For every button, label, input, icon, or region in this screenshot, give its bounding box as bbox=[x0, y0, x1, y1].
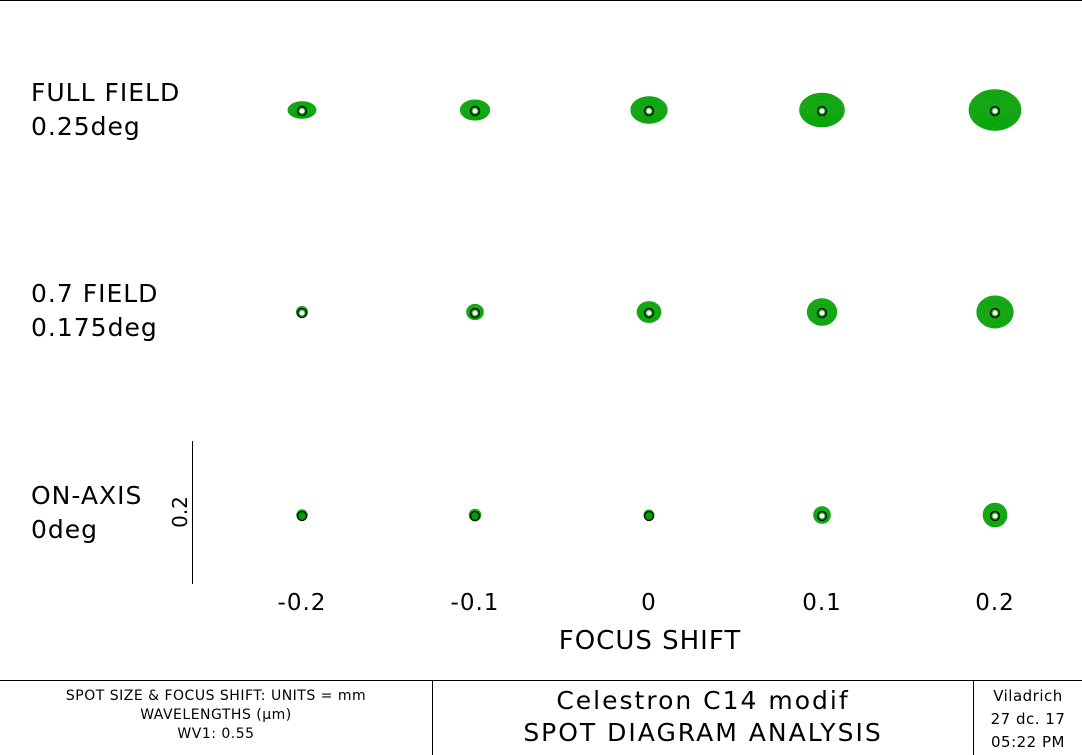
spot-diagram bbox=[636, 301, 662, 323]
date-text: 27 dc. 17 bbox=[990, 710, 1066, 728]
focus-shift-label: 0.2 bbox=[975, 590, 1015, 616]
row-label-line2: 0deg bbox=[31, 515, 99, 544]
row-label-line2: 0.175deg bbox=[31, 313, 158, 342]
row-label-07-field: 0.7 FIELD 0.175deg bbox=[31, 277, 158, 345]
focus-shift-label: -0.1 bbox=[450, 590, 500, 616]
row-label-full-field: FULL FIELD 0.25deg bbox=[31, 76, 180, 144]
wavelengths-text: WAVELENGTHS (μm) bbox=[140, 707, 292, 723]
row-label-line1: ON-AXIS bbox=[31, 481, 143, 510]
title-block: SPOT SIZE & FOCUS SHIFT: UNITS = mm WAVE… bbox=[0, 680, 1082, 755]
spot-diagram bbox=[468, 508, 482, 522]
spot-diagram bbox=[295, 305, 308, 319]
row-label-line1: 0.7 FIELD bbox=[31, 279, 159, 308]
wavelength-value: WV1: 0.55 bbox=[177, 726, 255, 742]
spot-diagram bbox=[643, 509, 655, 522]
title-panel: Celestron C14 modif SPOT DIAGRAM ANALYSI… bbox=[433, 681, 974, 755]
spot-diagram bbox=[287, 101, 317, 119]
spot-diagram bbox=[799, 92, 845, 128]
author-panel: Viladrich 27 dc. 17 05:22 PM bbox=[974, 681, 1082, 755]
focus-shift-label: 0.1 bbox=[802, 590, 842, 616]
spot-diagram bbox=[806, 298, 838, 326]
analysis-title: SPOT DIAGRAM ANALYSIS bbox=[523, 718, 883, 747]
time-text: 05:22 PM bbox=[991, 733, 1065, 751]
spot-diagram bbox=[459, 99, 491, 121]
spot-diagram bbox=[466, 303, 484, 321]
x-axis-title: FOCUS SHIFT bbox=[558, 626, 742, 656]
top-border bbox=[0, 0, 1082, 1]
spot-diagram bbox=[630, 96, 668, 124]
spot-diagram bbox=[813, 506, 831, 524]
units-panel: SPOT SIZE & FOCUS SHIFT: UNITS = mm WAVE… bbox=[0, 681, 433, 755]
system-name: Celestron C14 modif bbox=[556, 686, 850, 715]
units-text: SPOT SIZE & FOCUS SHIFT: UNITS = mm bbox=[65, 688, 367, 704]
spot-diagram bbox=[296, 509, 308, 522]
focus-shift-label: -0.2 bbox=[277, 590, 327, 616]
author-name: Viladrich bbox=[993, 687, 1063, 705]
spot-diagram bbox=[968, 89, 1022, 131]
spot-diagram bbox=[976, 295, 1014, 329]
scale-bar bbox=[192, 441, 193, 584]
row-label-line1: FULL FIELD bbox=[31, 78, 181, 107]
row-label-on-axis: ON-AXIS 0deg bbox=[31, 479, 142, 547]
spot-diagram bbox=[982, 502, 1008, 528]
row-label-line2: 0.25deg bbox=[31, 112, 141, 141]
focus-shift-label: 0 bbox=[641, 590, 657, 616]
